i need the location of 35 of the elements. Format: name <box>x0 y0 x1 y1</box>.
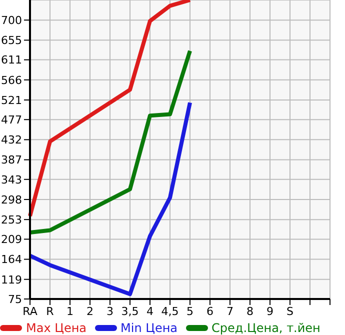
y-tick-label: 521 <box>1 94 22 107</box>
y-tick-label: 432 <box>1 134 22 147</box>
x-tick-label: 6 <box>206 304 214 318</box>
y-tick-label: 75 <box>8 292 22 306</box>
legend-label: Сред.Цена, т.йен <box>210 321 320 335</box>
x-tick-label: S <box>286 304 294 318</box>
y-tick-label: 387 <box>1 154 22 167</box>
legend-label: Max Цена <box>25 321 87 335</box>
line-series <box>28 0 192 218</box>
line-series <box>28 48 192 235</box>
legend-label: Min Цена <box>120 321 178 335</box>
y-tick-label: 700 <box>1 14 22 27</box>
x-tick-label: 9 <box>266 304 274 318</box>
x-tick-label: 1 <box>66 304 74 318</box>
y-tick-label: 477 <box>1 114 22 127</box>
y-tick-label: 298 <box>1 193 22 206</box>
y-tick-label: 253 <box>1 213 22 226</box>
x-tick-label: 5 <box>186 304 194 318</box>
y-tick-label: 164 <box>1 253 22 266</box>
y-tick-label: 611 <box>1 54 22 67</box>
x-tick-label: 3 <box>106 304 114 318</box>
x-tick-label: 4,5 <box>161 304 179 318</box>
x-tick-label: 7 <box>226 304 234 318</box>
x-tick-label: 3,5 <box>121 304 139 318</box>
y-tick-label: 566 <box>1 74 22 87</box>
line-series <box>28 100 192 296</box>
x-tick-label: R <box>46 304 54 318</box>
x-tick-label: RA <box>22 304 38 318</box>
x-tick-label: 8 <box>246 304 254 318</box>
y-tick-label: 655 <box>1 34 22 48</box>
x-tick-label: 4 <box>146 304 154 318</box>
x-tick-label: 2 <box>86 304 94 318</box>
y-tick-label: 209 <box>1 233 22 246</box>
y-tick-label: 343 <box>1 173 22 186</box>
y-tick-label: 119 <box>1 273 22 286</box>
